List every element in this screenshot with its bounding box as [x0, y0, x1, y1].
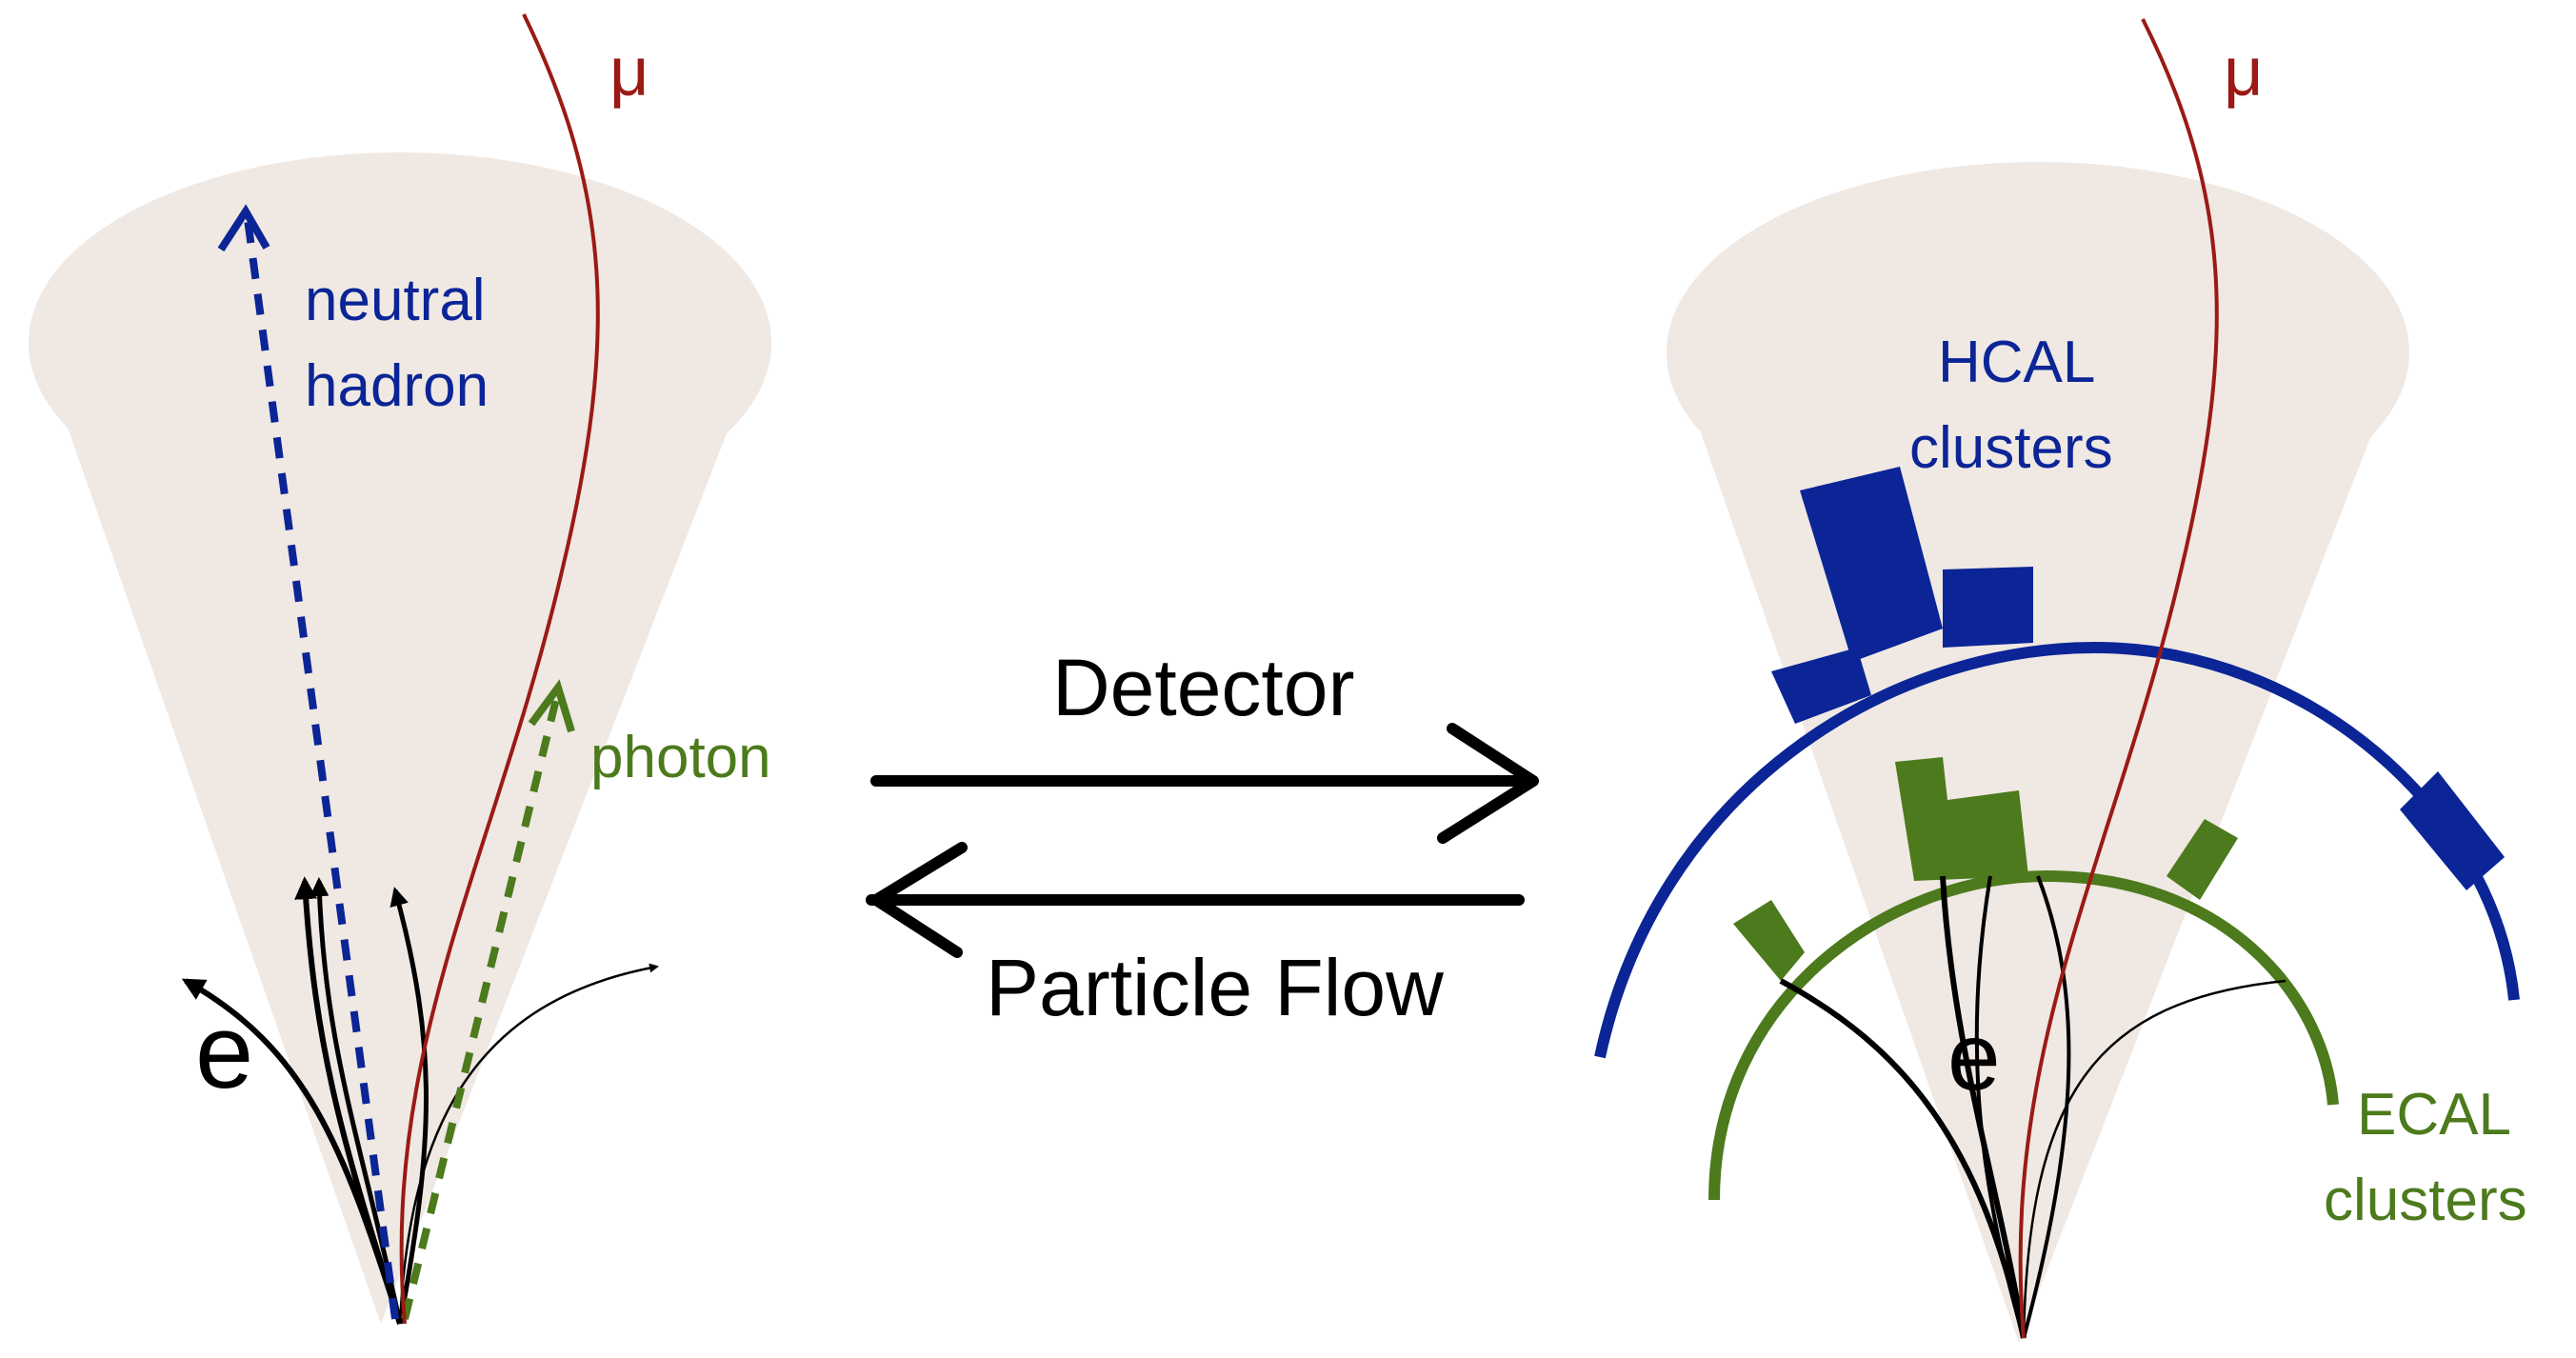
hcal-cluster-1	[1800, 467, 1943, 662]
photon-arrowhead	[528, 679, 575, 733]
left-event-panel	[29, 13, 771, 1325]
neutral-hadron-label-line2: hadron	[305, 353, 489, 419]
neutral-hadron-arrowhead	[217, 204, 270, 252]
neutral-hadron-label-line1: neutral	[305, 268, 486, 333]
hcal-cluster-4	[2400, 771, 2505, 890]
electron-label-right: e	[1947, 1004, 2001, 1110]
particle-flow-label: Particle Flow	[986, 943, 1444, 1032]
hcal-cluster-2	[1943, 567, 2033, 648]
ecal-cluster-1	[1895, 757, 2028, 881]
ecal-label-line2: clusters	[2324, 1168, 2527, 1233]
hcal-label-line2: clusters	[1909, 415, 2113, 481]
track-right-2	[1974, 875, 2026, 1339]
track-4	[398, 963, 659, 1325]
particle-flow-arrow	[866, 842, 1525, 958]
detector-arrow	[870, 723, 1539, 844]
photon-label: photon	[590, 725, 771, 790]
ecal-label-line1: ECAL	[2357, 1082, 2511, 1148]
muon-track-left	[399, 13, 600, 1325]
track-1	[294, 876, 403, 1325]
hcal-clusters	[1771, 467, 2505, 890]
ecal-cluster-2	[1733, 900, 1805, 981]
hcal-cluster-3	[1771, 648, 1871, 724]
muon-label-right: μ	[2224, 34, 2264, 110]
muon-track-right	[2018, 18, 2219, 1339]
center-arrows	[866, 723, 1539, 958]
hcal-label-line1: HCAL	[1938, 330, 2096, 395]
track-2	[310, 877, 403, 1325]
track-right-4	[2022, 979, 2286, 1339]
ecal-clusters	[1733, 757, 2238, 981]
detector-label: Detector	[1052, 643, 1355, 732]
jet-cone-top-left	[29, 152, 771, 533]
track-right-1	[1940, 875, 2027, 1339]
jet-cone-top-right	[1667, 162, 2409, 543]
ecal-cluster-3	[2167, 819, 2238, 900]
charged-tracks-left	[181, 876, 659, 1325]
charged-tracks-right	[1779, 875, 2286, 1339]
electron-label-left: e	[195, 993, 254, 1110]
muon-label-left: μ	[609, 34, 649, 110]
neutral-hadron-track	[244, 218, 399, 1320]
right-event-panel	[1594, 18, 2520, 1344]
track-3	[389, 887, 429, 1325]
track-right-3	[2022, 875, 2071, 1339]
